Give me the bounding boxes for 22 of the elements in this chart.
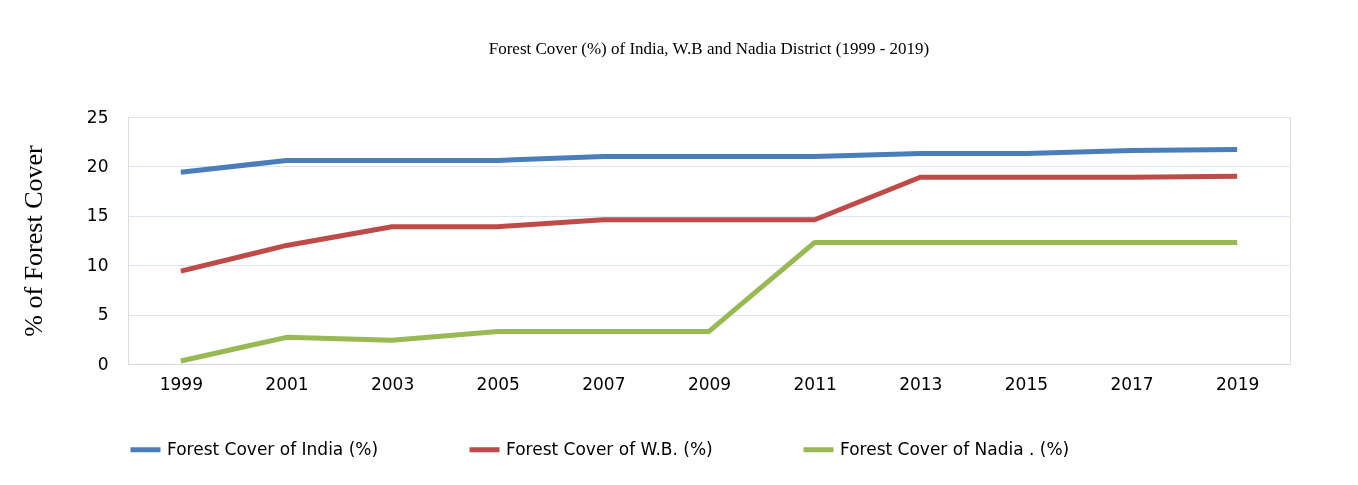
- legend-label: Forest Cover of Nadia . (%): [840, 438, 1070, 459]
- x-tick-label: 2013: [899, 373, 943, 394]
- y-tick-label: 10: [86, 254, 109, 275]
- x-tick-label: 2001: [265, 373, 309, 394]
- x-tick-label: 2011: [793, 373, 837, 394]
- x-tick-label: 2019: [1216, 373, 1260, 394]
- y-axis-title: % of Forest Cover: [18, 144, 48, 337]
- x-tick-label: 2007: [582, 373, 626, 394]
- y-tick-label: 5: [97, 304, 109, 325]
- y-tick-label: 15: [86, 205, 109, 226]
- x-tick-label: 2017: [1110, 373, 1154, 394]
- x-tick-label: 2005: [476, 373, 520, 394]
- x-tick-label: 1999: [159, 373, 203, 394]
- y-tick-label: 0: [97, 353, 109, 374]
- y-tick-label: 20: [86, 155, 109, 176]
- x-tick-label: 2003: [370, 373, 415, 394]
- x-tick-label: 2009: [687, 373, 732, 394]
- y-tick-label: 25: [86, 106, 109, 127]
- x-tick-label: 2015: [1004, 373, 1049, 394]
- chart-title: Forest Cover (%) of India, W.B and Nadia District (1999 - 2019): [488, 39, 930, 58]
- legend-label: Forest Cover of India (%): [167, 438, 379, 459]
- legend-label: Forest Cover of W.B. (%): [506, 438, 713, 459]
